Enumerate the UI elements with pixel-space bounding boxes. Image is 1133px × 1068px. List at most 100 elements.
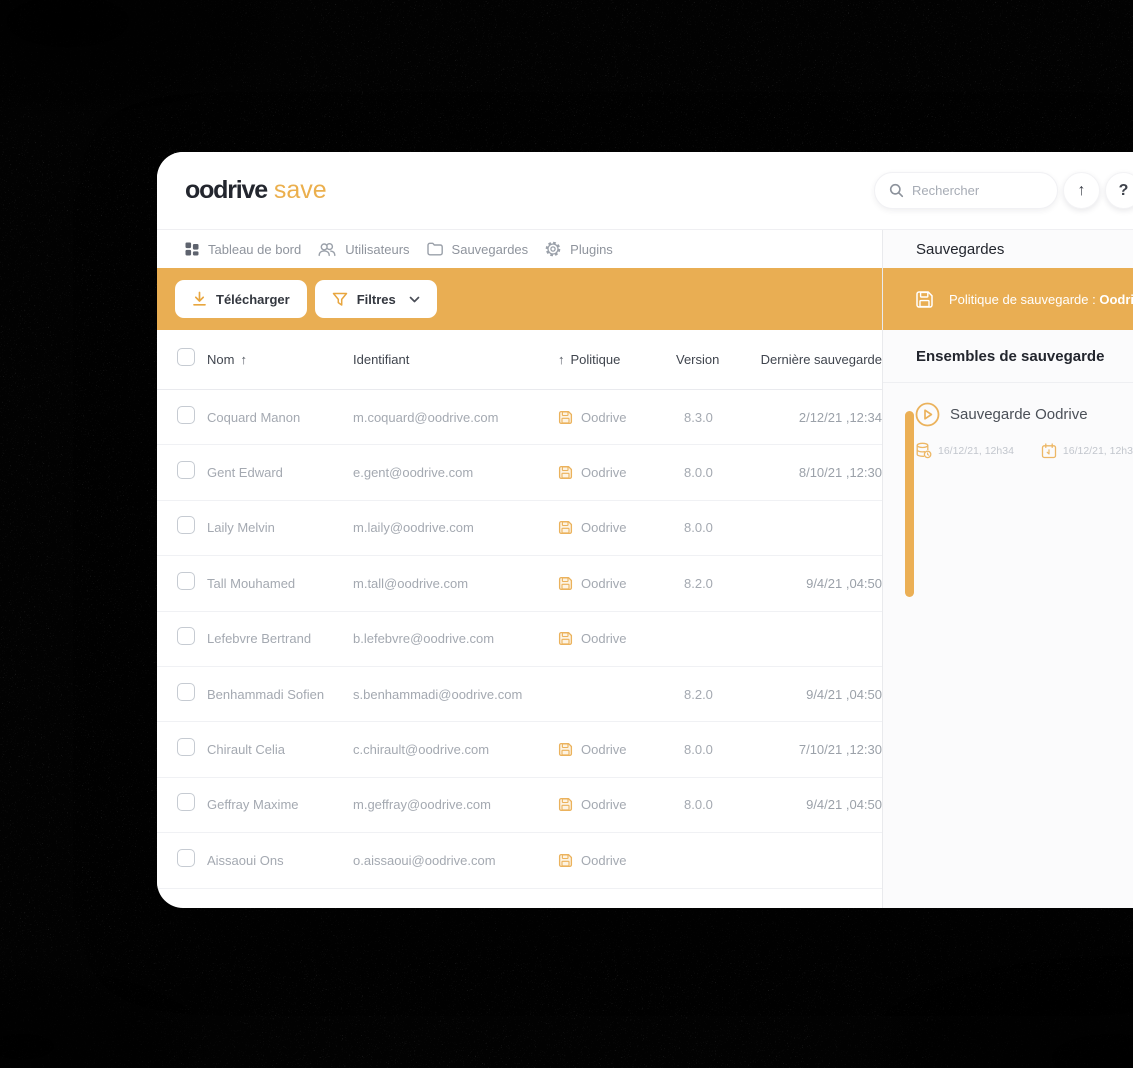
floppy-icon (558, 742, 573, 757)
chevron-down-icon (409, 296, 420, 302)
storage-meta: 16/12/21, 12h34 (915, 442, 1014, 459)
nav-item-utilisateurs[interactable]: Utilisateurs (318, 241, 410, 257)
floppy-icon (558, 521, 573, 535)
nav-label: Tableau de bord (208, 241, 302, 257)
policy-bar-value: Oodrive (1099, 291, 1133, 307)
search-bar[interactable] (874, 172, 1058, 209)
storage-date: 16/12/21, 12h34 (938, 444, 1014, 457)
user-identifier: o.aissaoui@oodrive.com (353, 852, 496, 868)
policy-name: Oodrive (581, 465, 627, 481)
user-identifier: s.benhammadi@oodrive.com (353, 686, 523, 702)
column-header-derniere-sauvegarde[interactable]: Dernière sauvegarde (760, 352, 882, 367)
user-name: Tall Mouhamed (207, 575, 296, 591)
last-backup-value: 8/10/21 ,12:30 (798, 465, 882, 481)
floppy-icon (558, 576, 573, 590)
table-row[interactable]: Benhammadi Sofien s.benhammadi@oodrive.c… (157, 666, 882, 723)
backup-sets-heading: Ensembles de sauvegarde (883, 330, 1133, 383)
user-identifier: m.laily@oodrive.com (353, 520, 474, 536)
table-row[interactable]: Geffray Maxime m.geffray@oodrive.com Ood… (157, 777, 882, 834)
policy-name: Oodrive (581, 631, 627, 647)
backup-set-item[interactable]: Sauvegarde Oodrive (883, 402, 1133, 427)
filter-funnel-icon (332, 292, 347, 306)
table-row[interactable]: Aissaoui Ons o.aissaoui@oodrive.com Oodr… (157, 833, 882, 889)
nav-item-tableau-de-bord[interactable]: Tableau de bord (185, 242, 301, 257)
user-name: Gent Edward (207, 465, 283, 481)
policy-name: Oodrive (581, 575, 627, 591)
user-name: Laily Melvin (207, 520, 275, 536)
policy-cell (558, 687, 676, 702)
main-nav: Tableau de bord Utilisateurs Sauveg (157, 230, 882, 268)
help-button[interactable]: ? (1105, 172, 1133, 209)
sort-asc-icon: ↑ (240, 352, 247, 367)
user-name: Coquard Manon (207, 409, 301, 425)
policy-name: Oodrive (581, 409, 627, 425)
table-row[interactable]: Tall Mouhamed m.tall@oodrive.com Oodrive… (157, 556, 882, 612)
column-header-identifiant[interactable]: Identifiant (353, 352, 410, 367)
action-toolbar: Télécharger Filtres (157, 268, 882, 330)
user-identifier: e.gent@oodrive.com (353, 465, 474, 481)
user-identifier: m.geffray@oodrive.com (353, 797, 491, 813)
backup-set-meta: 16/12/21, 12h34 16/12/21, 12h34 (883, 442, 1133, 459)
nav-item-sauvegardes[interactable]: Sauvegardes (426, 242, 528, 257)
select-all-checkbox[interactable] (177, 348, 195, 366)
user-name: Aissaoui Ons (207, 852, 284, 868)
content-area: Tableau de bord Utilisateurs Sauveg (157, 230, 1133, 908)
arrow-up-icon: ↑ (1077, 181, 1086, 199)
table-row[interactable]: Gent Edward e.gent@oodrive.com Oodrive 8… (157, 445, 882, 501)
table-row[interactable]: Laily Melvin m.laily@oodrive.com Oodrive… (157, 500, 882, 557)
column-header-version[interactable]: Version (676, 352, 720, 367)
version-value: 8.0.0 (684, 520, 713, 536)
row-checkbox[interactable] (177, 627, 195, 646)
backup-set-name: Sauvegarde Oodrive (950, 406, 1088, 423)
row-checkbox[interactable] (177, 461, 195, 480)
column-header-nom[interactable]: Nom ↑ (207, 352, 247, 367)
search-input[interactable] (912, 183, 1032, 198)
policy-cell: Oodrive (558, 410, 676, 425)
table-scrollbar-thumb[interactable] (905, 411, 914, 597)
last-backup-value: 7/10/21 ,12:30 (798, 742, 882, 758)
floppy-icon (558, 853, 573, 867)
table-row[interactable]: Lefebvre Bertrand b.lefebvre@oodrive.com… (157, 611, 882, 667)
filters-button[interactable]: Filtres (314, 280, 437, 318)
column-header-politique[interactable]: ↑ Politique (558, 352, 621, 367)
row-checkbox[interactable] (177, 405, 195, 424)
user-identifier: b.lefebvre@oodrive.com (353, 631, 495, 647)
database-icon (916, 442, 932, 459)
upload-button[interactable]: ↑ (1063, 172, 1100, 209)
table-row[interactable]: Chirault Celia c.chirault@oodrive.com Oo… (157, 722, 882, 778)
row-checkbox[interactable] (177, 682, 195, 701)
folder-icon (426, 242, 443, 256)
download-button[interactable]: Télécharger (175, 280, 307, 318)
last-backup-value: 9/4/21 ,04:50 (806, 797, 882, 813)
header-actions: ↑ ? (874, 172, 1133, 209)
nav-label: Utilisateurs (345, 241, 410, 257)
row-checkbox[interactable] (177, 516, 195, 535)
last-backup-value: 9/4/21 ,04:50 (806, 686, 882, 702)
policy-name: Oodrive (581, 797, 627, 813)
logo-oodrive: oodrive (185, 176, 268, 204)
backup-policy-bar[interactable]: Politique de sauvegarde : Oodrive (883, 268, 1133, 330)
version-value: 8.3.0 (684, 409, 713, 425)
nav-item-plugins[interactable]: Plugins (545, 241, 613, 257)
user-name: Benhammadi Sofien (207, 686, 325, 702)
grid-icon (185, 242, 199, 256)
row-checkbox[interactable] (177, 793, 195, 812)
question-mark-icon: ? (1118, 181, 1129, 199)
row-checkbox[interactable] (177, 848, 195, 867)
floppy-save-icon (916, 290, 933, 308)
row-checkbox[interactable] (177, 571, 195, 590)
user-identifier: c.chirault@oodrive.com (353, 742, 490, 758)
floppy-icon (558, 466, 573, 480)
main-column: Tableau de bord Utilisateurs Sauveg (157, 230, 914, 908)
table-header: Nom ↑ Identifiant ↑ Politique Version De… (157, 330, 882, 390)
version-value: 8.0.0 (684, 742, 713, 758)
table-body: Coquard Manon m.coquard@oodrive.com Oodr… (157, 390, 882, 908)
search-icon (889, 183, 904, 198)
table-row[interactable]: Coquard Manon m.coquard@oodrive.com Oodr… (157, 390, 882, 446)
policy-name: Oodrive (581, 520, 627, 536)
version-value: 8.2.0 (684, 575, 713, 591)
row-checkbox[interactable] (177, 738, 195, 757)
calendar-icon (1041, 442, 1057, 458)
download-label: Télécharger (216, 291, 290, 307)
